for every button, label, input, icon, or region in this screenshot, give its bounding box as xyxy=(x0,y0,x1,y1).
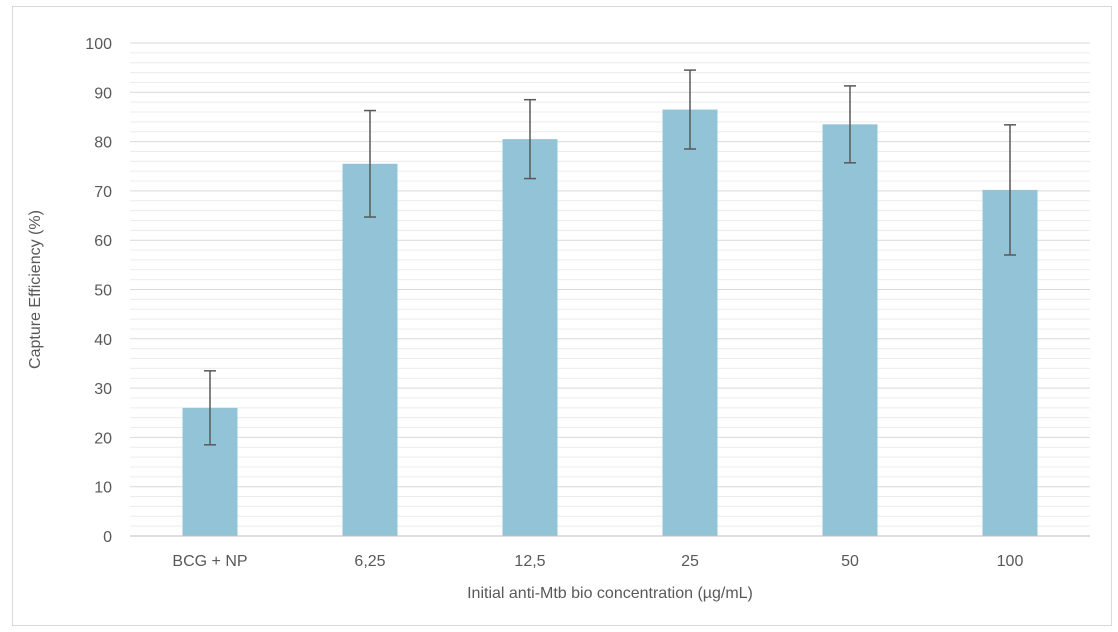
bar xyxy=(342,163,398,536)
x-tick-label: 6,25 xyxy=(354,553,385,570)
gridlines xyxy=(130,42,1090,527)
bar xyxy=(662,109,718,537)
y-tick-label: 0 xyxy=(103,529,112,546)
x-tick-label: 25 xyxy=(681,553,699,570)
x-axis-title: Initial anti-Mtb bio concentration (µg/m… xyxy=(467,585,753,602)
y-tick-label: 50 xyxy=(94,283,112,300)
y-tick-label: 40 xyxy=(94,332,112,349)
y-tick-label: 90 xyxy=(94,85,112,102)
x-tick-label: 100 xyxy=(997,553,1024,570)
error-bar xyxy=(844,85,856,164)
y-tick-label: 100 xyxy=(85,36,112,53)
x-tick-label: 12,5 xyxy=(514,553,545,570)
bar xyxy=(822,124,878,536)
error-bar xyxy=(364,109,376,218)
x-tick-label: 50 xyxy=(841,553,859,570)
y-tick-label: 30 xyxy=(94,381,112,398)
error-bar xyxy=(524,98,536,180)
error-bar xyxy=(204,370,216,446)
error-bar xyxy=(684,69,696,150)
y-tick-label: 10 xyxy=(94,480,112,497)
y-axis-title: Capture Efficiency (%) xyxy=(27,210,44,369)
y-tick-label: 70 xyxy=(94,184,112,201)
error-bar xyxy=(1004,124,1016,256)
y-tick-label: 80 xyxy=(94,135,112,152)
error-bars xyxy=(204,69,1016,446)
y-tick-label: 60 xyxy=(94,233,112,250)
x-tick-labels: BCG + NP 6,25 12,5 25 50 100 xyxy=(172,553,1023,570)
bar xyxy=(502,139,558,536)
y-tick-label: 20 xyxy=(94,430,112,447)
x-tick-label: BCG + NP xyxy=(172,553,247,570)
y-tick-labels: 0 10 20 30 40 50 60 70 80 90 100 xyxy=(85,36,112,546)
bars xyxy=(182,109,1038,537)
